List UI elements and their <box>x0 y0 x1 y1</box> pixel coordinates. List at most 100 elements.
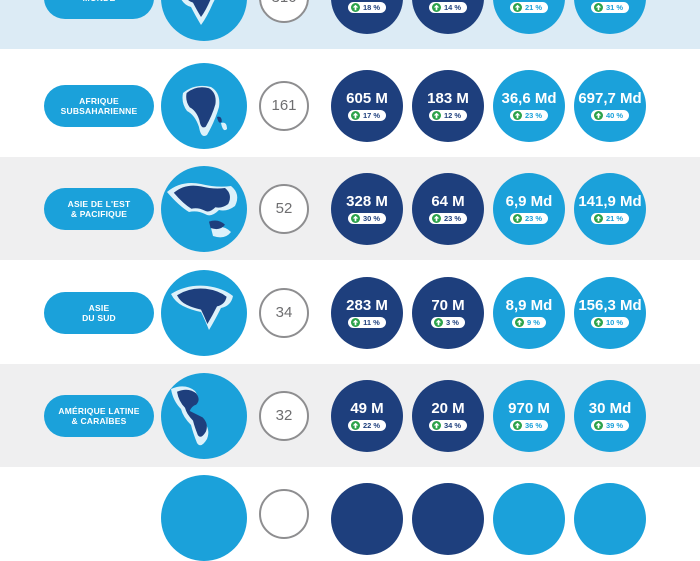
stat-circle: 348 M14 % <box>412 0 484 34</box>
change-badge: 3 % <box>431 317 465 328</box>
change-percent: 34 % <box>443 421 462 430</box>
stat-value: 36,6 Md <box>501 90 557 107</box>
stat-value: 328 M <box>346 193 388 210</box>
arrow-up-icon <box>593 111 603 120</box>
change-percent: 31 % <box>605 3 624 12</box>
stat-value: 30 Md <box>588 400 632 417</box>
change-percent: 18 % <box>362 3 381 12</box>
stat-value: 141,9 Md <box>578 193 642 210</box>
change-badge: 31 % <box>590 2 630 13</box>
change-percent: 22 % <box>362 421 381 430</box>
stat-value: 283 M <box>346 297 388 314</box>
change-percent: 12 % <box>443 111 462 120</box>
stat-value: 64 M <box>431 193 465 210</box>
stat-circle: 970 M 36 % <box>493 379 565 452</box>
stat-circle: 70 M 3 % <box>412 276 484 349</box>
stat-value: 6,9 Md <box>505 193 553 210</box>
stat-circle: 6,9 Md 23 % <box>493 172 565 245</box>
stat-circle: 283 M 11 % <box>331 276 403 349</box>
arrow-up-icon <box>431 421 441 430</box>
region-row: ASIE DU SUD 34 283 M 11 % 70 M 3 % 8,9 Md 9 % 156… <box>0 261 700 364</box>
stat-circle: 20 M 34 % <box>412 379 484 452</box>
arrow-up-icon <box>431 3 441 12</box>
change-badge: 23 % <box>428 213 468 224</box>
change-percent: 11 % <box>363 318 380 327</box>
change-badge: 11 % <box>348 317 386 328</box>
stat-value: 8,9 Md <box>505 297 553 314</box>
stat-circle: 8,9 Md 9 % <box>493 276 565 349</box>
globe-icon <box>161 372 247 459</box>
arrow-up-icon <box>593 3 603 12</box>
country-count-partial <box>259 489 309 539</box>
change-badge: 36 % <box>509 420 549 431</box>
region-label-line: AMÉRIQUE LATINE <box>58 405 140 416</box>
change-badge: 22 % <box>347 420 387 431</box>
change-percent: 17 % <box>362 111 381 120</box>
stat-value: 20 M <box>431 400 465 417</box>
change-percent: 40 % <box>605 111 624 120</box>
change-percent: 23 % <box>524 111 543 120</box>
country-count: 161 <box>259 80 309 131</box>
change-badge: 21 % <box>509 2 549 13</box>
region-label-line: & PACIFIQUE <box>70 208 128 219</box>
stat-value: 156,3 Md <box>578 297 642 314</box>
stat-circle: 156,3 Md 10 % <box>574 276 646 349</box>
arrow-up-icon <box>593 214 603 223</box>
stat-value: 183 M <box>427 90 469 107</box>
region-row: AFRIQUE SUBSAHARIENNE 161 605 M 17 % 183 M 12 … <box>0 54 700 157</box>
stat-circle: 1,3 Bn31 % <box>574 0 646 34</box>
change-badge: 21 % <box>590 213 630 224</box>
change-percent: 9 % <box>527 318 540 327</box>
change-percent: 23 % <box>524 214 543 223</box>
region-label-line: ASIE DE L'EST <box>67 198 131 209</box>
arrow-up-icon <box>434 318 444 327</box>
region-label: MONDE <box>44 0 154 19</box>
stat-value: 605 M <box>346 90 388 107</box>
arrow-up-icon <box>350 3 360 12</box>
change-percent: 10 % <box>605 318 624 327</box>
arrow-up-icon <box>350 111 360 120</box>
stat-value: 970 M <box>508 400 550 417</box>
arrow-up-icon <box>512 421 522 430</box>
globe-icon <box>161 475 247 561</box>
change-badge: 34 % <box>428 420 468 431</box>
region-label: AMÉRIQUE LATINE & CARAÏBES <box>44 394 154 437</box>
country-count: 34 <box>259 287 309 338</box>
change-percent: 21 % <box>605 214 624 223</box>
stat-circle: 64 M 23 % <box>412 172 484 245</box>
stat-circle: 697,7 Md 40 % <box>574 69 646 142</box>
stat-circle: 1,33 Md18 % <box>331 0 403 34</box>
region-label: ASIE DU SUD <box>44 291 154 334</box>
region-label: AFRIQUE SUBSAHARIENNE <box>44 84 154 127</box>
stat-circle: 183 M 12 % <box>412 69 484 142</box>
arrow-up-icon <box>431 214 441 223</box>
region-row-partial <box>0 467 700 561</box>
change-badge: 10 % <box>590 317 630 328</box>
change-badge: 39 % <box>590 420 630 431</box>
change-percent: 39 % <box>605 421 624 430</box>
stat-circle: 141,9 Md 21 % <box>574 172 646 245</box>
arrow-up-icon <box>351 318 361 327</box>
change-percent: 3 % <box>446 318 459 327</box>
country-count: 52 <box>259 183 309 234</box>
region-row: ASIE DE L'EST & PACIFIQUE 52 328 M 30 % 64 M 2… <box>0 157 700 260</box>
arrow-up-icon <box>512 111 522 120</box>
change-badge: 14 % <box>428 2 468 13</box>
change-badge: 9 % <box>512 317 546 328</box>
country-count: 316 <box>259 0 309 23</box>
stat-circle: 328 M 30 % <box>331 172 403 245</box>
change-badge: 23 % <box>509 213 549 224</box>
stat-value: 49 M <box>350 400 384 417</box>
arrow-up-icon <box>512 214 522 223</box>
arrow-up-icon <box>350 214 360 223</box>
stat-circle: 49 M 22 % <box>331 379 403 452</box>
change-badge: 23 % <box>509 110 549 121</box>
stat-circle: 36,6 Md 23 % <box>493 69 565 142</box>
arrow-up-icon <box>593 318 603 327</box>
arrow-up-icon <box>512 3 522 12</box>
arrow-up-icon <box>350 421 360 430</box>
stat-circle: 605 M 17 % <box>331 69 403 142</box>
globe-icon <box>161 62 247 149</box>
change-badge: 18 % <box>347 2 387 13</box>
